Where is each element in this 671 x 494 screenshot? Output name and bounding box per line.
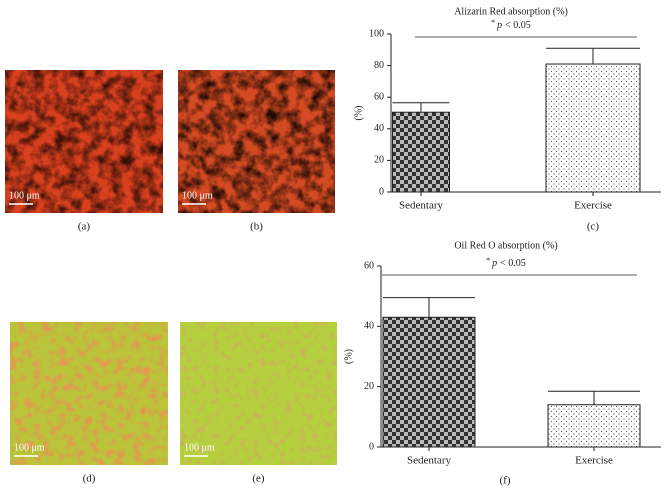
chart-title: Alizarin Red absorption (%) <box>454 6 568 17</box>
y-axis-label: (%) <box>353 106 364 121</box>
image-d <box>10 322 168 465</box>
x-tick-label: Sedentary <box>407 455 451 467</box>
scale-label: 100 μm <box>184 442 215 453</box>
bar <box>545 63 641 193</box>
panel-label: (e) <box>252 473 265 485</box>
y-tick-label: 20 <box>374 155 384 166</box>
bar <box>382 316 476 448</box>
significance-mark: * <box>486 256 490 265</box>
bar <box>547 404 641 448</box>
x-tick-label: Exercise <box>574 200 612 212</box>
significance: * p < 0.05 <box>486 256 526 269</box>
significance-symbol: p <box>496 20 502 31</box>
significance-symbol: p <box>491 258 497 269</box>
significance-mark: * <box>491 18 495 27</box>
image-e <box>180 322 337 465</box>
significance-text: < 0.05 <box>500 258 526 269</box>
y-tick-label: 40 <box>364 321 374 332</box>
y-tick-label: 60 <box>364 260 374 271</box>
chart-title: Oil Red O absorption (%) <box>454 240 557 251</box>
y-tick-label: 0 <box>379 186 384 197</box>
y-tick-label: 60 <box>374 91 384 102</box>
y-tick-label: 80 <box>374 60 384 71</box>
scale-label: 100 μm <box>14 442 45 453</box>
significance: * p < 0.05 <box>491 18 531 31</box>
y-tick-label: 100 <box>369 28 384 39</box>
x-tick-label: Sedentary <box>399 200 443 212</box>
panel-label: (d) <box>83 473 96 485</box>
panel-label: (b) <box>250 221 263 233</box>
significance-text: < 0.05 <box>505 20 531 31</box>
y-tick-label: 0 <box>369 441 374 452</box>
y-tick-label: 40 <box>374 123 384 134</box>
y-tick-label: 20 <box>364 381 374 392</box>
scale-label: 100 μm <box>9 190 40 201</box>
y-axis-label: (%) <box>343 349 354 364</box>
panel-label: (c) <box>587 221 600 233</box>
panel-label: (f) <box>500 475 511 487</box>
scale-label: 100 μm <box>182 190 213 201</box>
x-tick-label: Exercise <box>575 455 613 467</box>
panel-label: (a) <box>78 221 91 233</box>
bar <box>392 111 450 193</box>
image-b <box>178 70 335 213</box>
image-a <box>5 70 163 213</box>
